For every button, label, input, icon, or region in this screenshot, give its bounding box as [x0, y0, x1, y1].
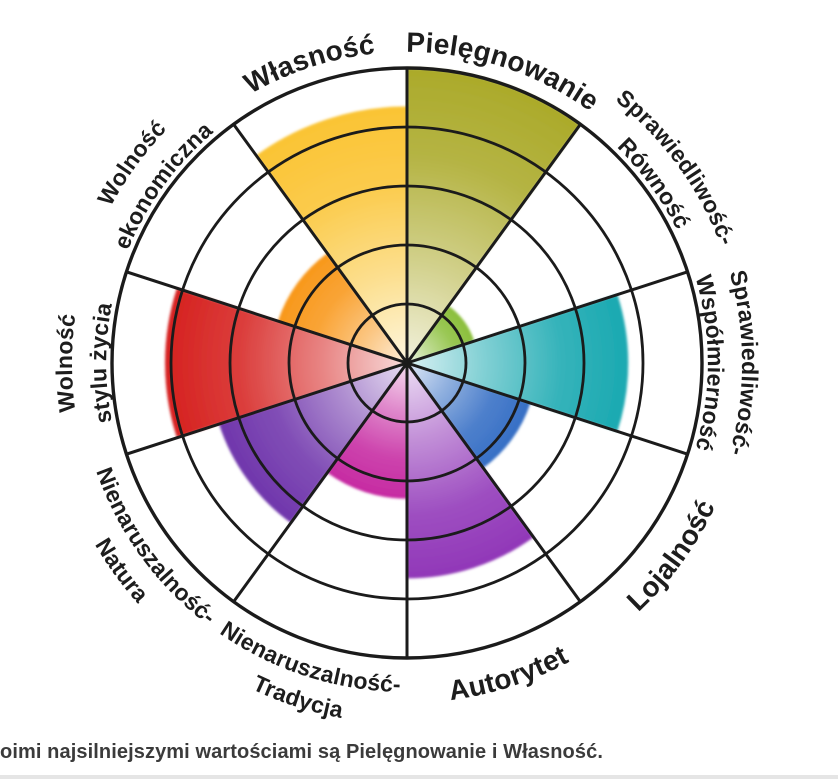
sector-label-wlasnosc-line-1: Własność — [239, 29, 376, 100]
bottom-divider — [0, 775, 838, 779]
sector-fill-wlasnosc — [256, 106, 407, 363]
sector-label-autorytet-line-1: Autorytet — [447, 639, 573, 706]
sector-fill-autorytet — [407, 363, 534, 579]
sector-label-wolnosc-stylu-zycia-line-1: Wolność — [51, 312, 80, 413]
sector-fill-nienaruszalnosc-natura — [219, 363, 407, 523]
grid-spoke — [406, 361, 689, 456]
grid-spoke — [406, 270, 689, 365]
result-caption: oimi najsilniejszymi wartościami są Piel… — [0, 741, 603, 763]
sector-label-sprawiedliwosc-wspolmiernosc-line-2: Współmierność — [691, 272, 729, 454]
grid-spoke — [125, 270, 408, 365]
sector-label-sprawiedliwosc-wspolmiernosc-line-1: Sprawiedliwość- — [725, 267, 763, 459]
grid-spoke — [232, 362, 409, 603]
sector-label-lojalnosc-line-1: Lojalność — [621, 495, 721, 617]
sector-fill-sprawiedliwosc-wspolmiernosc — [407, 294, 629, 432]
wheel-grid — [110, 66, 704, 660]
sector-fill-wolnosc-ekonomiczna — [277, 253, 407, 363]
sector-fill-lojalnosc — [407, 363, 531, 468]
grid-spoke — [125, 361, 408, 456]
grid-spoke — [232, 123, 409, 364]
sector-fill-sprawiedliwosc-rownosc — [407, 305, 475, 363]
sector-fill-pielegnowanie — [407, 67, 581, 363]
grid-spoke — [405, 123, 582, 364]
wheel-fills — [165, 67, 629, 579]
grid-spoke — [405, 362, 582, 603]
sector-fill-wolnosc-stylu-zycia — [165, 288, 407, 438]
